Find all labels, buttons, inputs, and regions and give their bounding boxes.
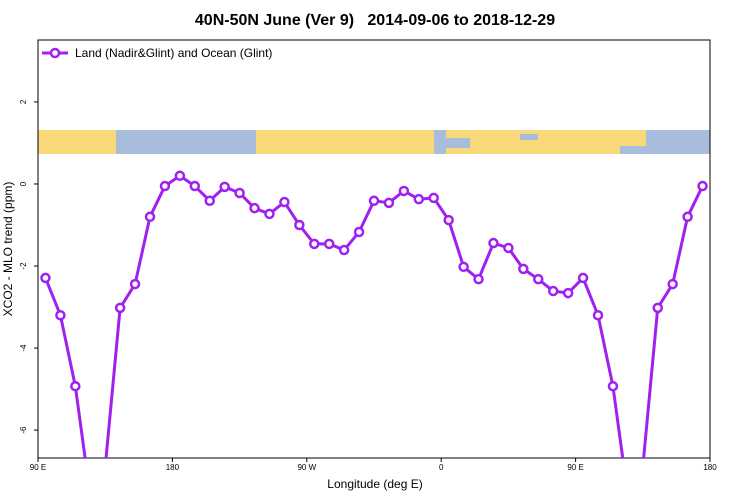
data-point bbox=[547, 285, 559, 297]
plot-frame bbox=[37, 39, 711, 459]
data-point bbox=[129, 278, 141, 290]
data-point bbox=[144, 211, 156, 223]
data-point bbox=[159, 180, 171, 192]
data-point bbox=[174, 170, 186, 182]
chart-title: 40N-50N June (Ver 9) 2014-09-06 to 2018-… bbox=[195, 12, 555, 29]
data-point bbox=[639, 463, 647, 471]
data-point bbox=[264, 208, 275, 220]
data-point bbox=[398, 185, 410, 197]
data-point bbox=[503, 242, 514, 254]
y-axis-label: XCO2 - MLO trend (ppm) bbox=[1, 182, 15, 317]
data-point bbox=[428, 192, 439, 204]
x-axis-label: Longitude (deg E) bbox=[327, 477, 422, 491]
data-point bbox=[234, 187, 245, 199]
data-point bbox=[697, 180, 708, 192]
data-point bbox=[189, 180, 201, 192]
y-tick-label: -6 bbox=[19, 426, 28, 434]
data-point bbox=[518, 263, 529, 275]
data-point bbox=[114, 302, 126, 314]
data-point bbox=[338, 244, 350, 256]
map-strip bbox=[38, 130, 710, 154]
data-point bbox=[488, 237, 499, 249]
data-point bbox=[86, 492, 94, 500]
data-point bbox=[101, 463, 109, 471]
data-point bbox=[279, 196, 290, 208]
data-point bbox=[323, 238, 335, 250]
data-point bbox=[70, 380, 81, 392]
y-tick-label: 2 bbox=[19, 99, 28, 104]
y-tick-label: 0 bbox=[19, 181, 28, 186]
data-point bbox=[682, 211, 693, 223]
data-point bbox=[624, 492, 632, 500]
data-point bbox=[667, 278, 678, 290]
data-point bbox=[413, 193, 425, 205]
series bbox=[40, 170, 708, 500]
x-tick-label: 0 bbox=[439, 463, 444, 472]
data-point bbox=[473, 273, 484, 285]
data-point bbox=[249, 202, 260, 214]
data-point bbox=[607, 380, 619, 392]
data-point bbox=[577, 272, 589, 284]
x-tick-label: 180 bbox=[166, 463, 180, 472]
y-tick-label: -2 bbox=[19, 262, 28, 270]
data-point bbox=[294, 219, 305, 231]
data-point bbox=[204, 195, 215, 207]
data-point bbox=[443, 214, 454, 226]
data-point bbox=[383, 197, 395, 209]
data-line bbox=[44, 173, 704, 458]
data-point bbox=[219, 181, 230, 193]
data-point bbox=[55, 309, 66, 321]
x-tick-label: 180 bbox=[703, 463, 717, 472]
data-point bbox=[458, 261, 469, 273]
data-point bbox=[353, 226, 365, 238]
legend: Land (Nadir&Glint) and Ocean (Glint) bbox=[42, 46, 272, 60]
y-tick-label: -4 bbox=[19, 344, 28, 352]
data-point bbox=[40, 272, 51, 284]
data-point bbox=[652, 302, 663, 314]
data-point bbox=[309, 238, 320, 250]
legend-label: Land (Nadir&Glint) and Ocean (Glint) bbox=[75, 46, 272, 60]
data-point bbox=[592, 309, 604, 321]
legend-marker bbox=[49, 47, 61, 59]
x-tick-label: 90 E bbox=[30, 463, 46, 472]
x-tick-label: 90 E bbox=[567, 463, 583, 472]
x-tick-label: 90 W bbox=[297, 463, 316, 472]
data-point bbox=[533, 273, 544, 285]
data-point bbox=[368, 195, 380, 207]
data-point bbox=[562, 287, 574, 299]
